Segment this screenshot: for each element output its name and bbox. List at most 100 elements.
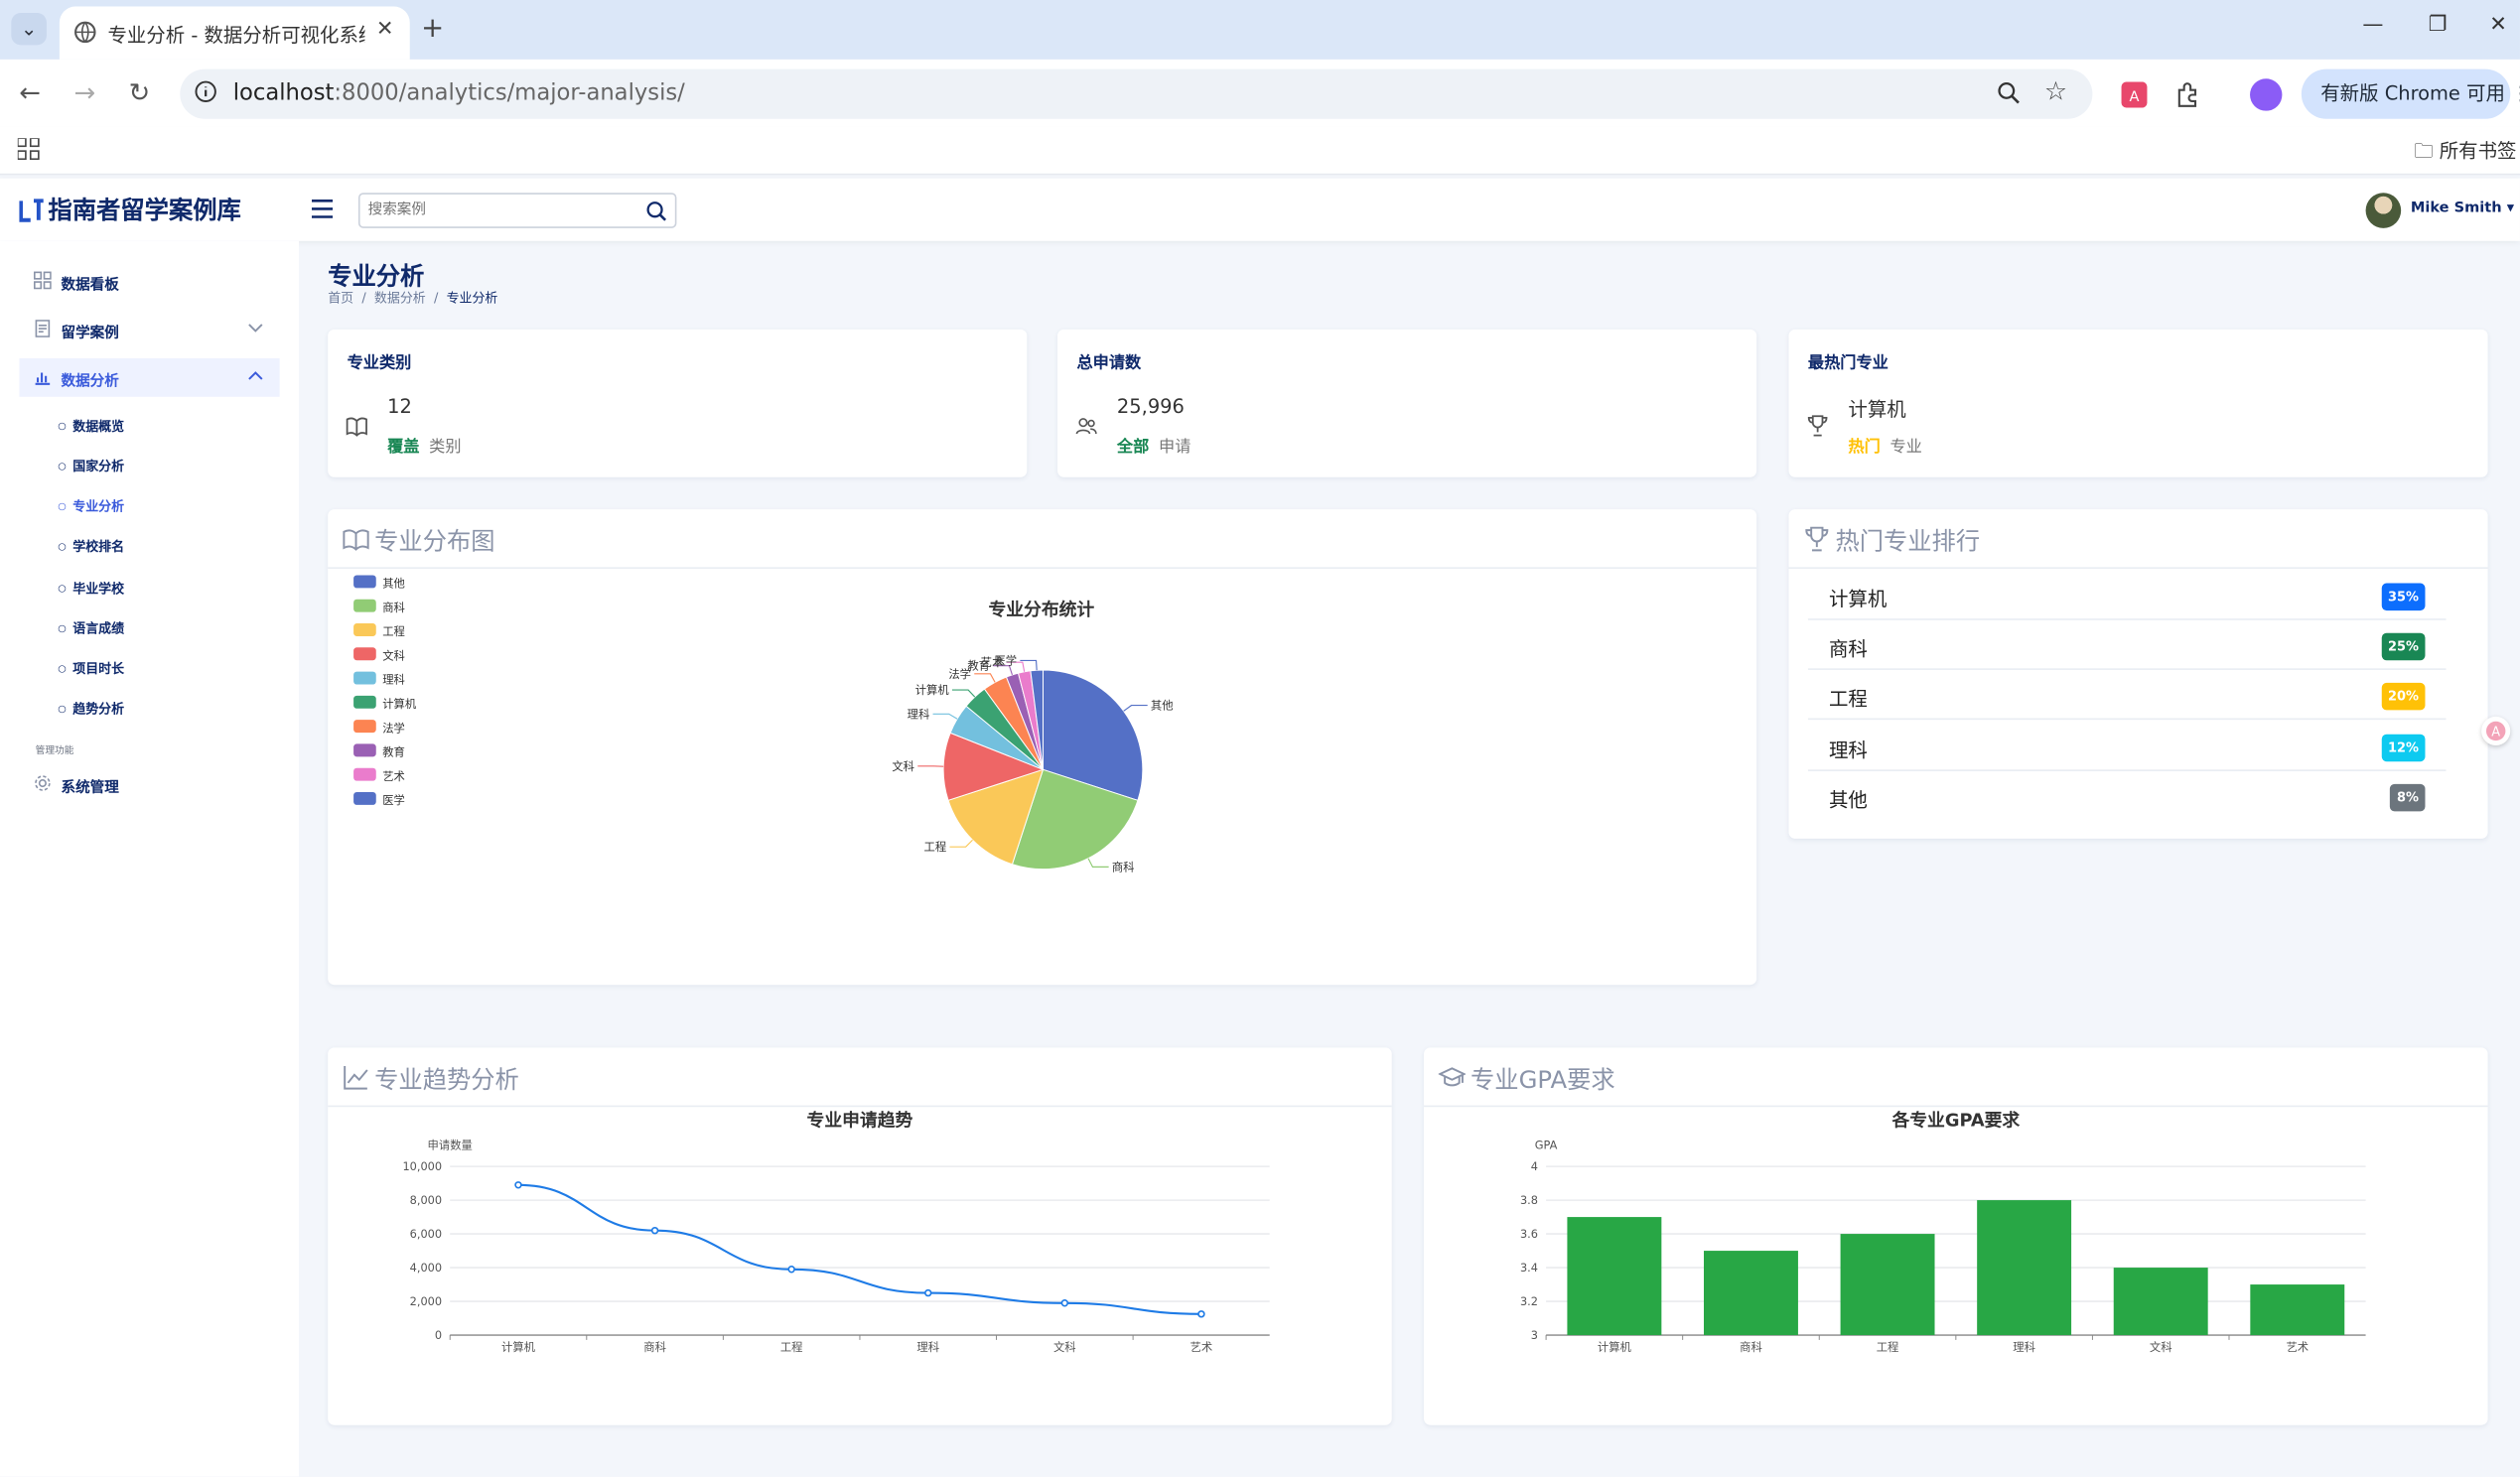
- percent-badge: 12%: [2381, 734, 2426, 762]
- app-logo[interactable]: 指南者留学案例库: [19, 193, 241, 226]
- legend-swatch[interactable]: [353, 791, 376, 805]
- legend-swatch[interactable]: [353, 767, 376, 781]
- major-name: 理科: [1828, 738, 1868, 762]
- slice-label: 工程: [924, 840, 947, 854]
- data-point[interactable]: [1060, 1299, 1069, 1307]
- legend-swatch[interactable]: [353, 623, 376, 636]
- percent-badge: 25%: [2381, 632, 2426, 661]
- legend-label[interactable]: 法学: [382, 721, 405, 735]
- pie-slice[interactable]: [1011, 768, 1139, 871]
- bar[interactable]: [1840, 1234, 1935, 1336]
- breadcrumb-home[interactable]: 首页: [328, 290, 354, 306]
- bar[interactable]: [1567, 1217, 1662, 1336]
- forward-icon[interactable]: →: [73, 76, 96, 108]
- user-avatar[interactable]: [2365, 193, 2402, 228]
- address-bar[interactable]: localhost:8000/analytics/major-analysis/…: [180, 68, 2093, 119]
- close-window-button[interactable]: ✕: [2489, 12, 2507, 38]
- translate-extension-icon[interactable]: A: [2121, 81, 2148, 108]
- ranking-row[interactable]: 其他 8%: [1808, 771, 2447, 821]
- sidebar-item-dashboard[interactable]: 数据看板: [19, 262, 279, 301]
- legend-swatch[interactable]: [353, 671, 376, 685]
- sidebar-sub-duration[interactable]: 项目时长: [58, 660, 124, 678]
- ranking-row[interactable]: 计算机 35%: [1807, 571, 2447, 620]
- legend-swatch[interactable]: [353, 575, 376, 589]
- chrome-update-button[interactable]: 有新版 Chrome 可用 ⋮: [2301, 68, 2520, 119]
- sidebar-sub-language[interactable]: 语言成绩: [58, 620, 124, 638]
- bar[interactable]: [2113, 1268, 2208, 1336]
- bar[interactable]: [2250, 1284, 2345, 1336]
- new-tab-button[interactable]: +: [421, 12, 445, 46]
- user-menu[interactable]: Mike Smith ▾: [2410, 201, 2515, 217]
- search-input[interactable]: [359, 194, 641, 227]
- legend-label[interactable]: 理科: [382, 673, 405, 687]
- legend-label[interactable]: 医学: [382, 793, 405, 807]
- profile-avatar[interactable]: [2250, 78, 2283, 111]
- reload-icon[interactable]: ↻: [128, 76, 151, 108]
- sidebar-sub-overview[interactable]: 数据概览: [58, 418, 124, 436]
- legend-swatch[interactable]: [353, 599, 376, 612]
- restore-button[interactable]: ❐: [2428, 12, 2448, 38]
- legend-label[interactable]: 其他: [382, 577, 405, 591]
- legend-swatch[interactable]: [353, 743, 376, 757]
- extensions-icon[interactable]: [2174, 82, 2200, 108]
- back-icon[interactable]: ←: [19, 76, 42, 108]
- data-point[interactable]: [1197, 1310, 1205, 1318]
- legend-label[interactable]: 艺术: [382, 769, 405, 783]
- y-tick-label: 10,000: [402, 1159, 442, 1173]
- apps-grid-icon[interactable]: [17, 138, 41, 161]
- stat-highlight: 覆盖: [387, 438, 420, 457]
- legend-label[interactable]: 工程: [382, 624, 405, 638]
- all-bookmarks-button[interactable]: 🗀 所有书签: [2414, 139, 2517, 163]
- sidebar-item-analytics[interactable]: 数据分析: [19, 357, 280, 397]
- legend-label[interactable]: 文科: [382, 648, 405, 662]
- bar[interactable]: [1703, 1251, 1798, 1336]
- pie-slice[interactable]: [942, 732, 1045, 801]
- y-tick-label: 4: [1531, 1159, 1538, 1173]
- sidebar-item-cases[interactable]: 留学案例: [19, 310, 279, 348]
- tab-close-icon[interactable]: ✕: [375, 17, 394, 43]
- sidebar-sub-trend[interactable]: 趋势分析: [58, 701, 124, 719]
- legend-swatch[interactable]: [353, 695, 376, 709]
- browser-toolbar: ← → ↻ localhost:8000/analytics/major-ana…: [0, 59, 2520, 127]
- tab-search-button[interactable]: ⌄: [11, 12, 47, 46]
- menu-toggle-icon[interactable]: [310, 198, 334, 220]
- ranking-row[interactable]: 工程 20%: [1807, 670, 2447, 721]
- legend-swatch[interactable]: [353, 720, 376, 734]
- data-point[interactable]: [924, 1288, 932, 1297]
- chrome-update-label: 有新版 Chrome 可用: [2320, 81, 2505, 105]
- bookmark-star-icon[interactable]: ☆: [2043, 75, 2068, 106]
- legend-label[interactable]: 教育: [382, 745, 405, 759]
- legend-label[interactable]: 商科: [382, 601, 405, 614]
- sidebar-sub-ranking[interactable]: 学校排名: [58, 538, 124, 556]
- data-point[interactable]: [650, 1226, 659, 1235]
- breadcrumb-analytics[interactable]: 数据分析: [373, 290, 426, 306]
- bar-grid: 3 3.2 3.4 3.6 3.8 4 计算机 商科 工程 理科 文科 艺术: [1520, 1159, 2366, 1354]
- browser-tab[interactable]: 专业分析 - 数据分析可视化系统 ✕: [59, 6, 410, 60]
- bar-series: [1567, 1200, 2345, 1336]
- sidebar-item-admin[interactable]: 系统管理: [19, 764, 279, 803]
- sidebar-sub-country[interactable]: 国家分析: [58, 458, 124, 475]
- chart-title: 专业分布统计: [988, 599, 1094, 620]
- legend-label[interactable]: 计算机: [382, 697, 417, 711]
- series-line: [517, 1183, 1201, 1315]
- search-box: [357, 193, 677, 228]
- pie-slice[interactable]: [1042, 669, 1144, 801]
- zoom-icon[interactable]: [1996, 80, 2022, 106]
- label-line: [1006, 661, 1026, 672]
- ranking-row[interactable]: 理科 12%: [1807, 722, 2447, 771]
- sidebar-sub-graduate-school[interactable]: 毕业学校: [58, 580, 124, 598]
- site-info-icon[interactable]: [195, 80, 217, 103]
- sidebar-sub-major[interactable]: 专业分析: [58, 498, 124, 516]
- floating-translate-button[interactable]: A: [2481, 716, 2511, 746]
- logo-icon: [19, 199, 44, 222]
- ranking-row[interactable]: 商科 25%: [1807, 620, 2447, 670]
- legend-swatch[interactable]: [353, 647, 376, 661]
- data-point[interactable]: [514, 1181, 522, 1189]
- minimize-button[interactable]: —: [2362, 12, 2384, 38]
- bar[interactable]: [1977, 1200, 2072, 1336]
- pie-slice[interactable]: [947, 768, 1045, 866]
- data-point[interactable]: [787, 1266, 795, 1274]
- trend-panel: 专业趋势分析 专业申请趋势 申请数量 0 2,000 4,000 6,000 8,000…: [328, 1047, 1392, 1425]
- search-icon[interactable]: [646, 201, 667, 221]
